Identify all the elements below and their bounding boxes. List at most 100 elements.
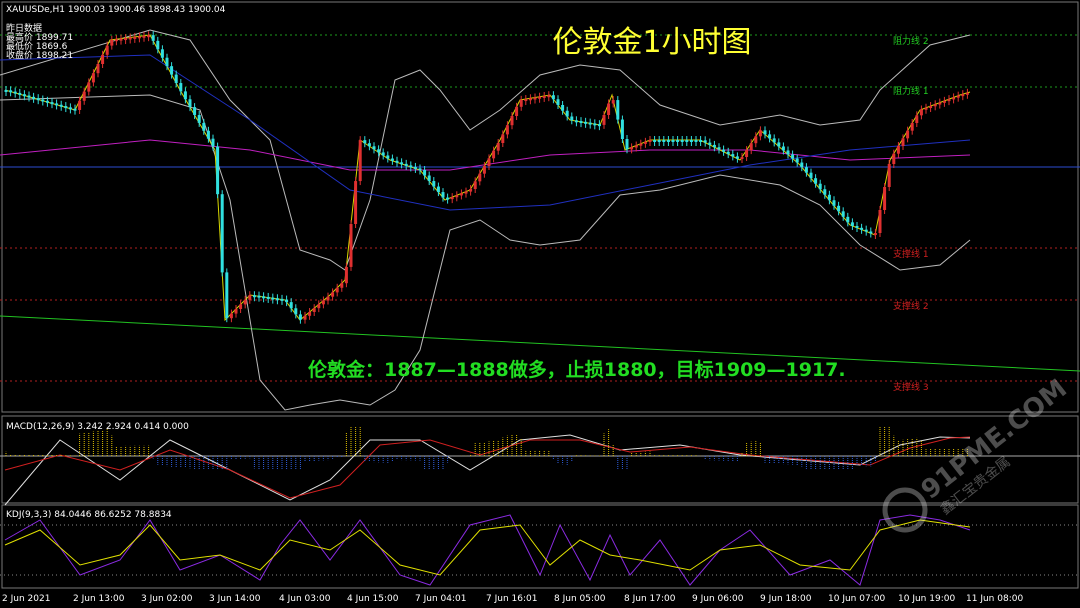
candle-body bbox=[841, 211, 845, 217]
x-tick-label: 10 Jun 19:00 bbox=[898, 594, 955, 604]
candle-body bbox=[565, 110, 569, 117]
candle-body bbox=[924, 107, 928, 110]
candle-body bbox=[786, 150, 790, 155]
candle-body bbox=[620, 119, 624, 139]
candle-body bbox=[390, 158, 394, 161]
candle-body bbox=[873, 233, 877, 235]
candle-body bbox=[147, 35, 151, 38]
candle-body bbox=[818, 183, 822, 190]
candle-body bbox=[285, 299, 289, 303]
candle-body bbox=[36, 98, 40, 101]
candle-body bbox=[413, 166, 417, 169]
candle-body bbox=[827, 194, 831, 201]
candle-body bbox=[754, 136, 758, 144]
candle-body bbox=[225, 272, 229, 319]
candle-body bbox=[556, 99, 560, 105]
macd-histogram bbox=[5, 426, 968, 470]
candle-body bbox=[372, 146, 376, 150]
candle-body bbox=[317, 304, 321, 309]
candle-body bbox=[878, 210, 882, 233]
candle-body bbox=[363, 140, 367, 144]
candle-body bbox=[584, 121, 588, 124]
candle-body bbox=[772, 138, 776, 143]
yesterday-low: 最低价 1869.6 bbox=[6, 40, 68, 52]
candle-body bbox=[459, 193, 463, 196]
x-tick-label: 2 Jun 2021 bbox=[2, 594, 50, 604]
x-tick-label: 4 Jun 15:00 bbox=[347, 594, 399, 604]
candle-body bbox=[96, 64, 100, 74]
candle-body bbox=[179, 83, 183, 92]
candle-body bbox=[73, 108, 77, 111]
candle-body bbox=[901, 138, 905, 146]
candle-body bbox=[4, 90, 8, 92]
candle-body bbox=[680, 140, 684, 142]
candle-body bbox=[262, 296, 266, 299]
candle-body bbox=[804, 167, 808, 173]
x-tick-label: 8 Jun 17:00 bbox=[624, 594, 676, 604]
level-labels: 阻力线 2 阻力线 1 支撑线 1 支撑线 2 支撑线 3 bbox=[893, 35, 929, 393]
candle-body bbox=[689, 140, 693, 142]
candle-body bbox=[809, 172, 813, 179]
symbol-info: XAUUSDe,H1 1900.03 1900.46 1898.43 1900.… bbox=[6, 5, 226, 15]
candle-body bbox=[588, 122, 592, 125]
candle-body bbox=[395, 160, 399, 163]
candle-body bbox=[533, 97, 537, 100]
candle-body bbox=[708, 142, 712, 145]
x-axis: 2 Jun 2021 2 Jun 13:00 3 Jun 02:00 3 Jun 14… bbox=[2, 594, 1023, 604]
candle-body bbox=[68, 107, 72, 110]
candle-body bbox=[400, 162, 404, 165]
candle-body bbox=[768, 134, 772, 139]
candle-body bbox=[133, 36, 137, 39]
candle-body bbox=[717, 147, 721, 150]
candle-body bbox=[542, 95, 546, 98]
candle-body bbox=[758, 130, 762, 137]
candle-body bbox=[344, 266, 348, 284]
candle-body bbox=[91, 73, 95, 83]
candle-body bbox=[326, 296, 330, 301]
candle-body bbox=[791, 154, 795, 159]
candle-body bbox=[22, 94, 26, 97]
candle-body bbox=[855, 225, 859, 228]
candle-body bbox=[703, 140, 707, 143]
candle-body bbox=[275, 298, 279, 301]
candle-body bbox=[298, 314, 302, 320]
candle-body bbox=[381, 152, 385, 156]
x-tick-label: 10 Jun 07:00 bbox=[828, 594, 885, 604]
candle-body bbox=[892, 153, 896, 164]
candle-body bbox=[850, 222, 854, 226]
candle-body bbox=[469, 189, 473, 192]
candle-body bbox=[956, 95, 960, 98]
candle-body bbox=[220, 194, 224, 273]
candle-body bbox=[280, 298, 284, 301]
candle-body bbox=[248, 295, 252, 300]
candle-body bbox=[423, 170, 427, 176]
candle-body bbox=[666, 140, 670, 142]
candle-body bbox=[915, 115, 919, 123]
candle-body bbox=[561, 105, 565, 111]
x-tick-label: 8 Jun 05:00 bbox=[554, 594, 606, 604]
level-label: 阻力线 2 bbox=[893, 35, 929, 47]
candle-body bbox=[27, 95, 31, 98]
candle-body bbox=[257, 295, 261, 298]
x-tick-label: 9 Jun 06:00 bbox=[692, 594, 744, 604]
candle-body bbox=[482, 166, 486, 174]
candle-body bbox=[441, 192, 445, 198]
candle-body bbox=[32, 96, 36, 99]
candle-body bbox=[814, 178, 818, 184]
candle-body bbox=[611, 100, 615, 104]
candle-body bbox=[87, 82, 91, 92]
chart-title: 伦敦金1小时图 bbox=[552, 25, 751, 60]
candle-body bbox=[749, 143, 753, 151]
candle-body bbox=[896, 146, 900, 154]
candle-body bbox=[294, 308, 298, 315]
x-tick-label: 9 Jun 18:00 bbox=[760, 594, 812, 604]
candle-body bbox=[919, 109, 923, 116]
candle-body bbox=[492, 150, 496, 159]
candle-body bbox=[712, 144, 716, 148]
candle-body bbox=[367, 143, 371, 147]
candle-body bbox=[197, 115, 201, 123]
candle-body bbox=[211, 138, 215, 147]
candle-body bbox=[289, 302, 293, 309]
candle-body bbox=[358, 140, 362, 182]
level-label: 阻力线 1 bbox=[893, 85, 929, 97]
